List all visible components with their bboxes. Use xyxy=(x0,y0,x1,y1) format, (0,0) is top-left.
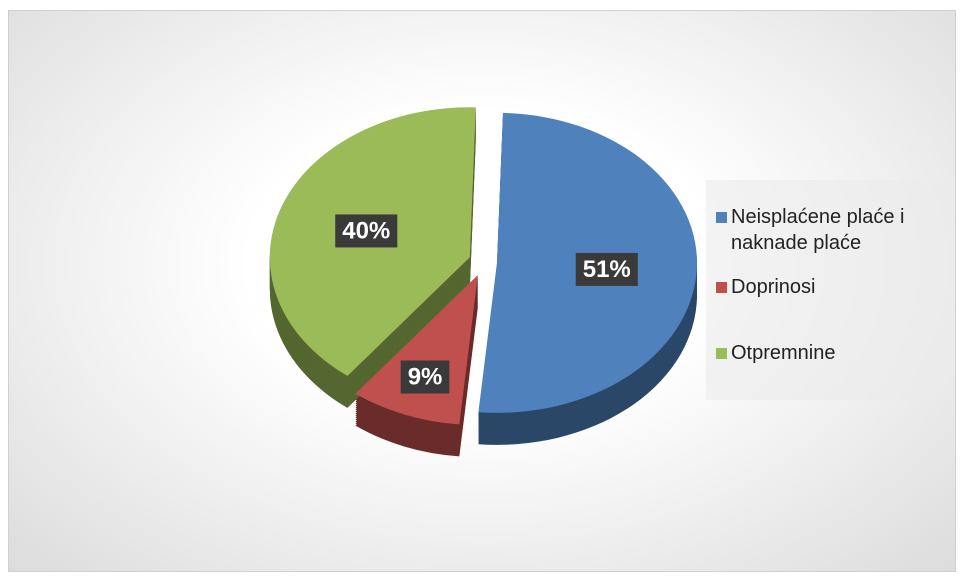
legend: Neisplaćene plaće i naknade plaće Doprino… xyxy=(706,180,954,400)
legend-item: Doprinosi xyxy=(716,274,948,300)
legend-item: Neisplaćene plaće i naknade plaće xyxy=(716,204,948,256)
data-label-box xyxy=(335,214,398,248)
data-label: 40% xyxy=(342,217,390,244)
legend-swatch xyxy=(716,348,727,359)
legend-swatch xyxy=(716,282,727,293)
legend-label: Doprinosi xyxy=(731,276,816,298)
legend-swatch xyxy=(716,212,727,223)
data-label-box xyxy=(400,360,450,394)
data-label-box xyxy=(575,252,638,286)
legend-label: Neisplaćene plaće i naknade plaće xyxy=(731,206,905,254)
legend-item: Otpremnine xyxy=(716,340,948,366)
legend-label: Otpremnine xyxy=(731,342,836,364)
data-label: 9% xyxy=(408,363,443,390)
data-label: 51% xyxy=(583,256,631,283)
